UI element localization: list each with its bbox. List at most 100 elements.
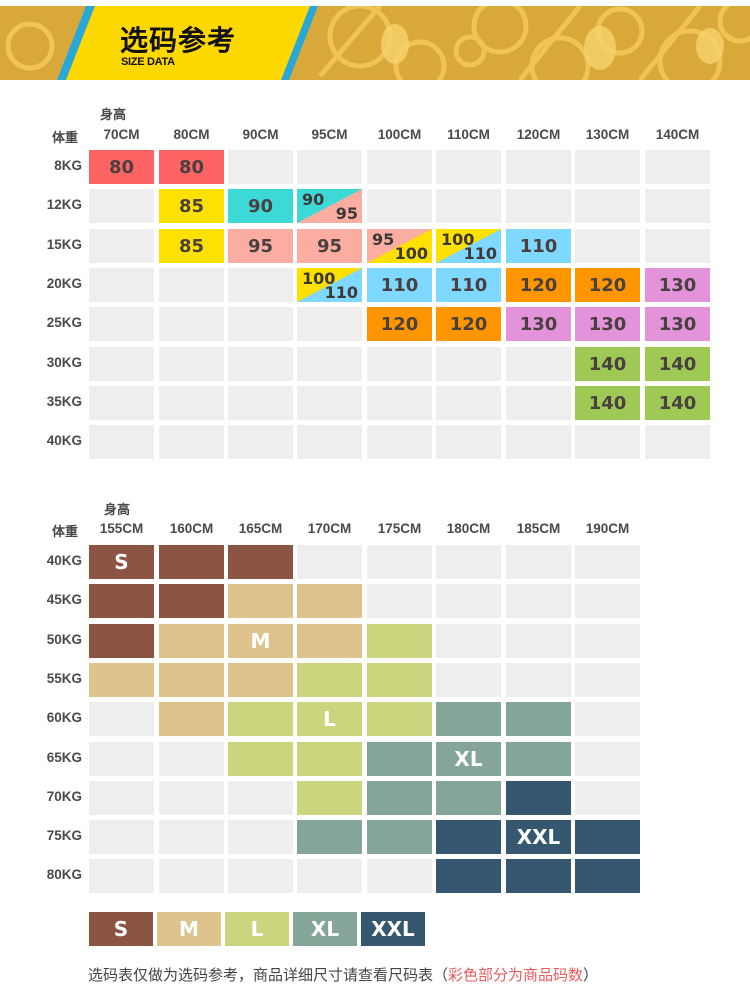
size-cell bbox=[575, 702, 640, 736]
column-header: 185CM bbox=[516, 521, 561, 536]
size-cell: 130 bbox=[645, 268, 710, 302]
size-cell bbox=[89, 859, 154, 893]
size-cell bbox=[645, 189, 710, 223]
size-cell bbox=[228, 859, 293, 893]
size-value: 120 bbox=[588, 274, 627, 296]
size-cell bbox=[575, 781, 640, 815]
size-cell bbox=[297, 347, 362, 381]
column-header: 110CM bbox=[447, 127, 490, 142]
split-cell-upper-triangle bbox=[297, 189, 362, 223]
size-cell bbox=[297, 820, 362, 854]
size-cell bbox=[575, 624, 640, 658]
column-header: 100CM bbox=[377, 127, 422, 142]
size-cell bbox=[506, 584, 571, 618]
header-banner: 选码参考 SIZE DATA bbox=[0, 6, 750, 80]
size-cell: 100 110 bbox=[297, 268, 362, 302]
size-cell bbox=[645, 425, 710, 459]
size-cell bbox=[89, 386, 154, 420]
size-cell: 95 bbox=[228, 229, 293, 263]
size-cell bbox=[228, 386, 293, 420]
size-cell bbox=[228, 820, 293, 854]
size-cell bbox=[89, 229, 154, 263]
size-value: 130 bbox=[588, 313, 627, 335]
footer-note-close: ） bbox=[583, 966, 599, 984]
size-value-secondary: 110 bbox=[463, 244, 497, 263]
size-cell bbox=[436, 347, 501, 381]
size-cell: 110 bbox=[367, 268, 432, 302]
size-cell bbox=[436, 859, 501, 893]
row-header: 65KG bbox=[46, 750, 82, 765]
size-cell: 110 bbox=[436, 268, 501, 302]
row-header: 20KG bbox=[46, 276, 82, 291]
size-value-secondary: 100 bbox=[394, 244, 428, 263]
row-header: 40KG bbox=[46, 553, 82, 568]
size-cell: 120 bbox=[575, 268, 640, 302]
size-cell bbox=[575, 663, 640, 697]
size-cell bbox=[297, 584, 362, 618]
size-cell bbox=[575, 150, 640, 184]
column-header: 140CM bbox=[655, 127, 700, 142]
size-cell bbox=[506, 386, 571, 420]
column-header: 160CM bbox=[169, 521, 214, 536]
size-cell bbox=[367, 347, 432, 381]
size-value-primary: 100 bbox=[441, 230, 475, 249]
split-cell-triangle bbox=[367, 229, 432, 263]
size-cell bbox=[367, 859, 432, 893]
size-value: 110 bbox=[449, 274, 488, 296]
size-cell bbox=[159, 820, 224, 854]
size-cell: 80 bbox=[89, 150, 154, 184]
size-cell bbox=[159, 584, 224, 618]
legend-item-xxl: XXL bbox=[361, 912, 425, 946]
column-header: 175CM bbox=[377, 521, 422, 536]
column-header: 120CM bbox=[516, 127, 561, 142]
size-cell: 85 bbox=[159, 229, 224, 263]
size-cell bbox=[159, 781, 224, 815]
size-value: 85 bbox=[178, 235, 205, 257]
size-cell bbox=[367, 425, 432, 459]
size-cell bbox=[367, 189, 432, 223]
column-header: 170CM bbox=[307, 521, 352, 536]
size-cell bbox=[89, 624, 154, 658]
size-cell bbox=[367, 663, 432, 697]
column-header: 165CM bbox=[238, 521, 283, 536]
column-header: 80CM bbox=[173, 127, 210, 142]
column-header: 190CM bbox=[585, 521, 630, 536]
size-cell bbox=[228, 347, 293, 381]
size-cell: 120 bbox=[436, 307, 501, 341]
size-cell bbox=[159, 545, 224, 579]
row-header: 15KG bbox=[46, 237, 82, 252]
size-cell bbox=[645, 150, 710, 184]
row-header: 40KG bbox=[46, 433, 82, 448]
size-cell bbox=[89, 742, 154, 776]
legend-item-s: S bbox=[89, 912, 153, 946]
size-cell: 130 bbox=[506, 307, 571, 341]
size-cell bbox=[367, 820, 432, 854]
size-cell: S bbox=[89, 545, 154, 579]
size-cell bbox=[228, 663, 293, 697]
size-cell bbox=[159, 268, 224, 302]
legend-item-xl: XL bbox=[293, 912, 357, 946]
split-cell-triangle bbox=[297, 189, 362, 223]
size-cell bbox=[89, 820, 154, 854]
size-value: 140 bbox=[588, 353, 627, 375]
size-cell bbox=[436, 781, 501, 815]
size-cell: 120 bbox=[506, 268, 571, 302]
row-header: 25KG bbox=[46, 315, 82, 330]
size-cell bbox=[436, 386, 501, 420]
size-cell bbox=[436, 663, 501, 697]
weight-axis-label: 体重 bbox=[52, 131, 79, 146]
size-cell: 140 bbox=[645, 347, 710, 381]
size-cell bbox=[159, 702, 224, 736]
size-cell bbox=[297, 781, 362, 815]
size-cell bbox=[436, 425, 501, 459]
row-header: 70KG bbox=[46, 789, 82, 804]
size-value: 110 bbox=[519, 235, 558, 257]
size-cell bbox=[506, 859, 571, 893]
size-cell bbox=[575, 229, 640, 263]
size-cell bbox=[367, 545, 432, 579]
size-cell: 90 95 bbox=[297, 189, 362, 223]
size-cell: 140 bbox=[645, 386, 710, 420]
size-cell bbox=[159, 307, 224, 341]
size-cell bbox=[575, 859, 640, 893]
row-header: 12KG bbox=[46, 197, 82, 212]
